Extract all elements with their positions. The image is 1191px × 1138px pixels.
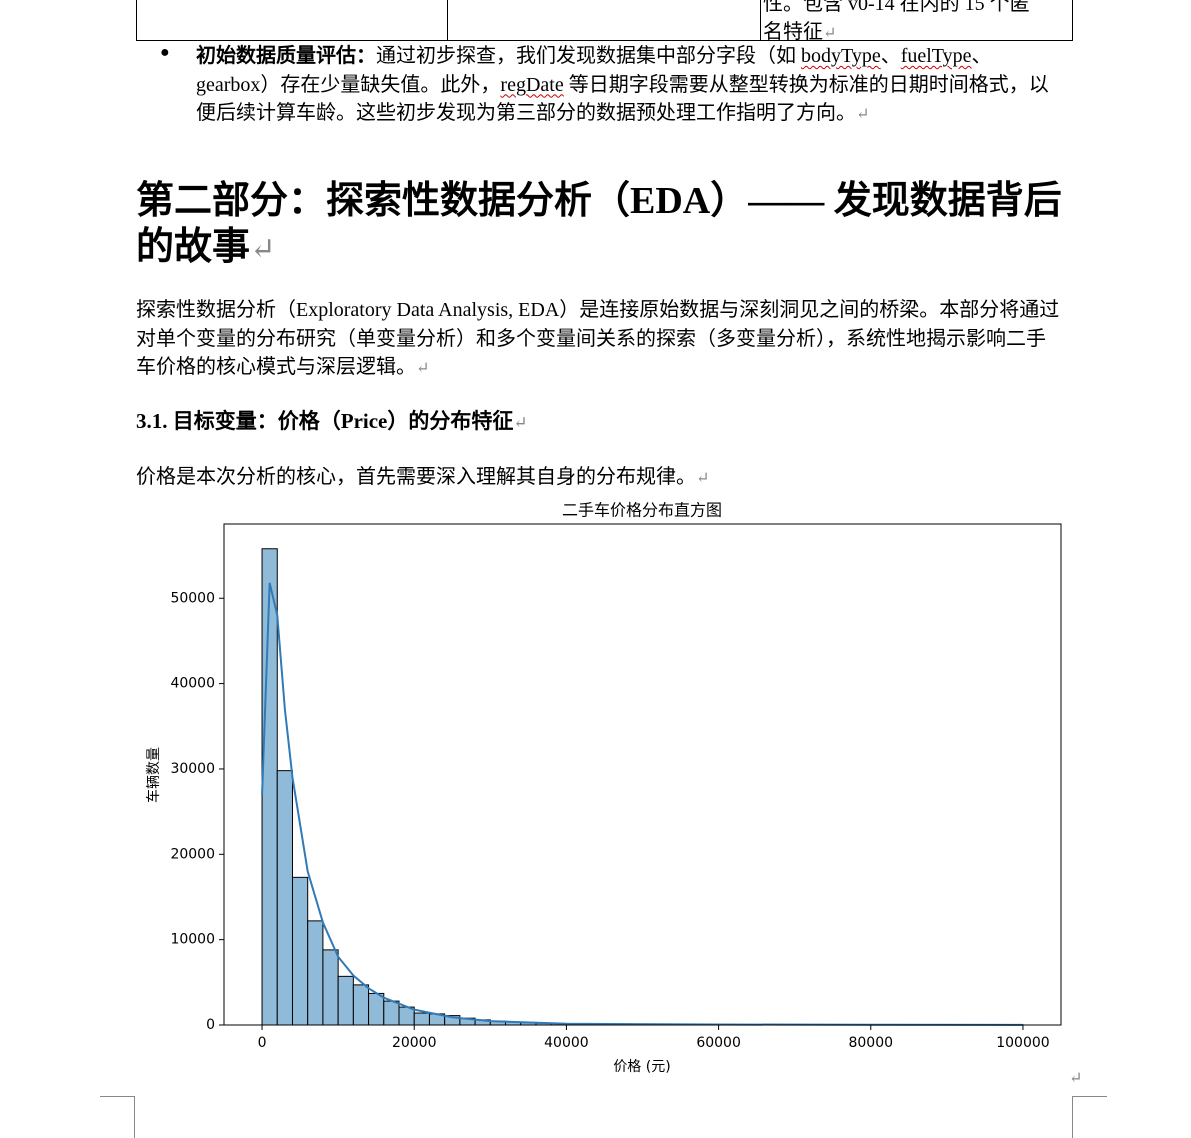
- text: 、: [880, 45, 901, 67]
- cell-line: 性。包含 v0-14 在内的 15 个匿: [763, 0, 1030, 15]
- table-border: [1072, 0, 1073, 41]
- paragraph: 价格是本次分析的核心，首先需要深入理解其自身的分布规律。: [136, 463, 1061, 494]
- cell-text: 名特征: [763, 21, 823, 43]
- x-tick-label: 60000: [696, 1035, 741, 1051]
- table-border: [447, 0, 448, 41]
- kde-line: [261, 582, 1023, 1026]
- heading-text: 第二部分：探索性数据分析（EDA）—— 发现数据背后的故事: [136, 180, 1062, 268]
- bullet-dot: ●: [160, 44, 170, 61]
- x-tick-label: 80000: [848, 1035, 893, 1051]
- table-border: [136, 40, 1073, 41]
- bullet-item: 初始数据质量评估：通过初步探查，我们发现数据集中部分字段（如 bodyType、…: [196, 42, 1062, 130]
- x-tick-label: 20000: [392, 1035, 437, 1051]
- table-cell: 性。包含 v0-14 在内的 15 个匿 名特征: [763, 0, 1063, 48]
- y-axis-label: 车辆数量: [145, 747, 162, 803]
- paragraph-text: 探索性数据分析（Exploratory Data Analysis, EDA）是…: [136, 299, 1060, 378]
- y-tick-label: 30000: [170, 761, 215, 777]
- plot-frame: [223, 523, 1062, 1026]
- y-tick-label: 10000: [170, 932, 215, 948]
- text: regDate: [500, 73, 564, 96]
- x-axis-label: 价格 (元): [613, 1059, 670, 1075]
- text: 等日期字段需要从整型转换为标准的日期时间格式，以便后续计算车龄。这些初步发现为第…: [196, 73, 1049, 125]
- bar: [261, 548, 278, 1026]
- x-tick-label: 100000: [996, 1035, 1049, 1051]
- bar: [291, 876, 309, 1026]
- paragraph-text: 价格是本次分析的核心，首先需要深入理解其自身的分布规律。: [136, 466, 696, 488]
- bar: [276, 770, 293, 1026]
- chart: 二手车价格分布直方图 价格 (元) 车辆数量 0 10000 20000 30000 4…: [145, 501, 1062, 1075]
- chart-title: 二手车价格分布直方图: [562, 501, 722, 520]
- bullet-label: 初始数据质量评估：: [196, 45, 376, 67]
- bar: [322, 949, 339, 1026]
- section-heading: 第二部分：探索性数据分析（EDA）—— 发现数据背后的故事: [136, 178, 1066, 272]
- paragraph: 探索性数据分析（Exploratory Data Analysis, EDA）是…: [136, 296, 1061, 384]
- y-tick-label: 20000: [170, 846, 215, 862]
- cell-line: 名特征: [763, 18, 1063, 48]
- bar: [383, 1000, 400, 1026]
- subsection-heading: 3.1. 目标变量：价格（Price）的分布特征: [136, 405, 527, 439]
- x-tick-label: 0: [258, 1035, 267, 1051]
- page-corner: [1072, 1096, 1107, 1097]
- paragraph-mark: [1069, 1066, 1082, 1089]
- y-tick-label: 0: [206, 1017, 215, 1033]
- x-tick-label: 40000: [544, 1035, 589, 1051]
- text: 通过初步探查，我们发现数据集中部分字段（如: [376, 45, 801, 67]
- table-border: [760, 0, 761, 41]
- bar: [413, 1012, 430, 1026]
- text: bodyType: [801, 45, 881, 67]
- bar: [307, 920, 324, 1026]
- bar: [352, 984, 370, 1026]
- y-tick-label: 50000: [170, 590, 215, 606]
- table-border: [136, 0, 137, 41]
- y-tick-label: 40000: [170, 676, 215, 692]
- text: 、gearbox）存在少量缺失值。此外，: [196, 45, 992, 96]
- page-corner: [134, 1096, 135, 1138]
- page-corner: [1072, 1096, 1073, 1138]
- bar: [337, 975, 354, 1026]
- bar: [368, 992, 385, 1026]
- text: fuelType: [900, 45, 972, 67]
- page-corner: [100, 1096, 134, 1097]
- heading-text: 3.1. 目标变量：价格（Price）的分布特征: [136, 409, 514, 433]
